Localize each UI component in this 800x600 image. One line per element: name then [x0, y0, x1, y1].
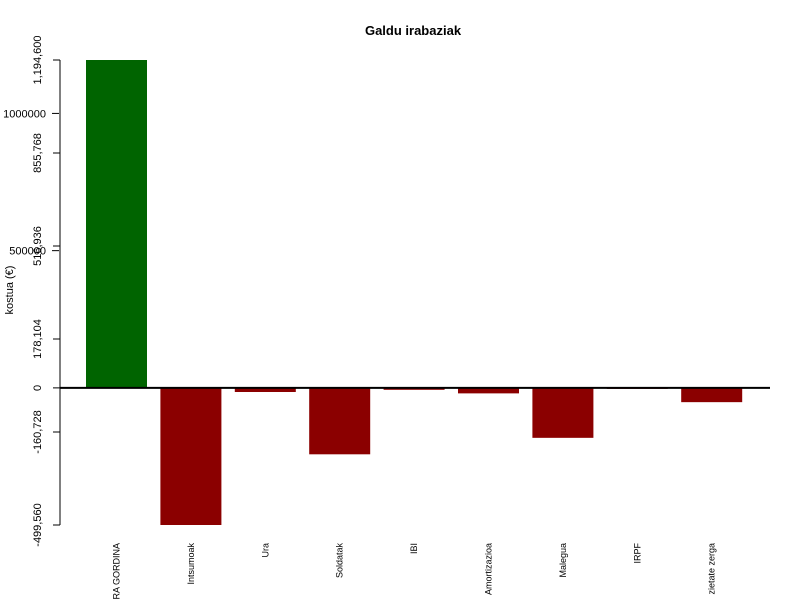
y-tick-label-inner: 1000000 [3, 108, 46, 120]
bars [60, 60, 770, 525]
category-label: zietate zerga [707, 543, 717, 595]
category-label: Soldatak [335, 543, 345, 579]
bar [234, 387, 296, 393]
bar [458, 387, 519, 394]
bar [160, 387, 222, 525]
y-tick-label-outer: -160,728 [32, 410, 44, 453]
y-tick-label-outer: 855,768 [32, 133, 44, 173]
category-label: IBI [409, 543, 419, 554]
bar [681, 387, 743, 403]
y-tick-label-outer: 0 [32, 385, 44, 391]
bar [532, 387, 594, 438]
y-axis-title: kostua (€) [4, 266, 16, 315]
category-label: Amortizazioa [484, 543, 494, 595]
y-tick-label-outer: -499,560 [32, 503, 44, 546]
y-tick-label-outer: 178,104 [32, 319, 44, 359]
bar [86, 60, 147, 388]
category-label: Ura [260, 543, 270, 558]
category-labels: RA GORDINA Intsumoak Ura Soldatak IBI Amortiz… [112, 543, 717, 600]
category-label: IRPF [632, 543, 642, 564]
bar [309, 387, 371, 455]
y-tick-label-outer: 516,936 [32, 226, 44, 266]
category-label: Malegua [558, 543, 568, 578]
y-tick-label-inner: 500000 [9, 246, 46, 258]
axes: 1,194,600 855,768 516,936 178,104 0 -160,728 -… [3, 36, 61, 547]
chart-title: Galdu irabaziak [365, 23, 462, 38]
y-tick-label-outer: 1,194,600 [32, 36, 44, 85]
category-label: RA GORDINA [112, 543, 122, 600]
category-label: Intsumoak [186, 543, 196, 585]
